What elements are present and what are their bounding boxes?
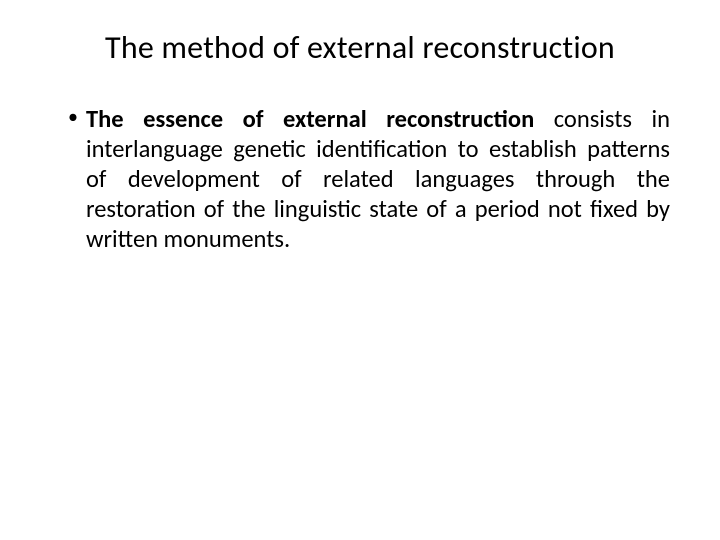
slide-content: The essence of external reconstruction c… [50, 105, 670, 254]
slide-title: The method of external reconstruction [50, 28, 670, 67]
bullet-point: The essence of external reconstruction c… [68, 105, 670, 254]
bullet-bold-lead: The essence of external reconstruction [86, 104, 534, 134]
slide-container: The method of external reconstruction Th… [0, 0, 720, 540]
